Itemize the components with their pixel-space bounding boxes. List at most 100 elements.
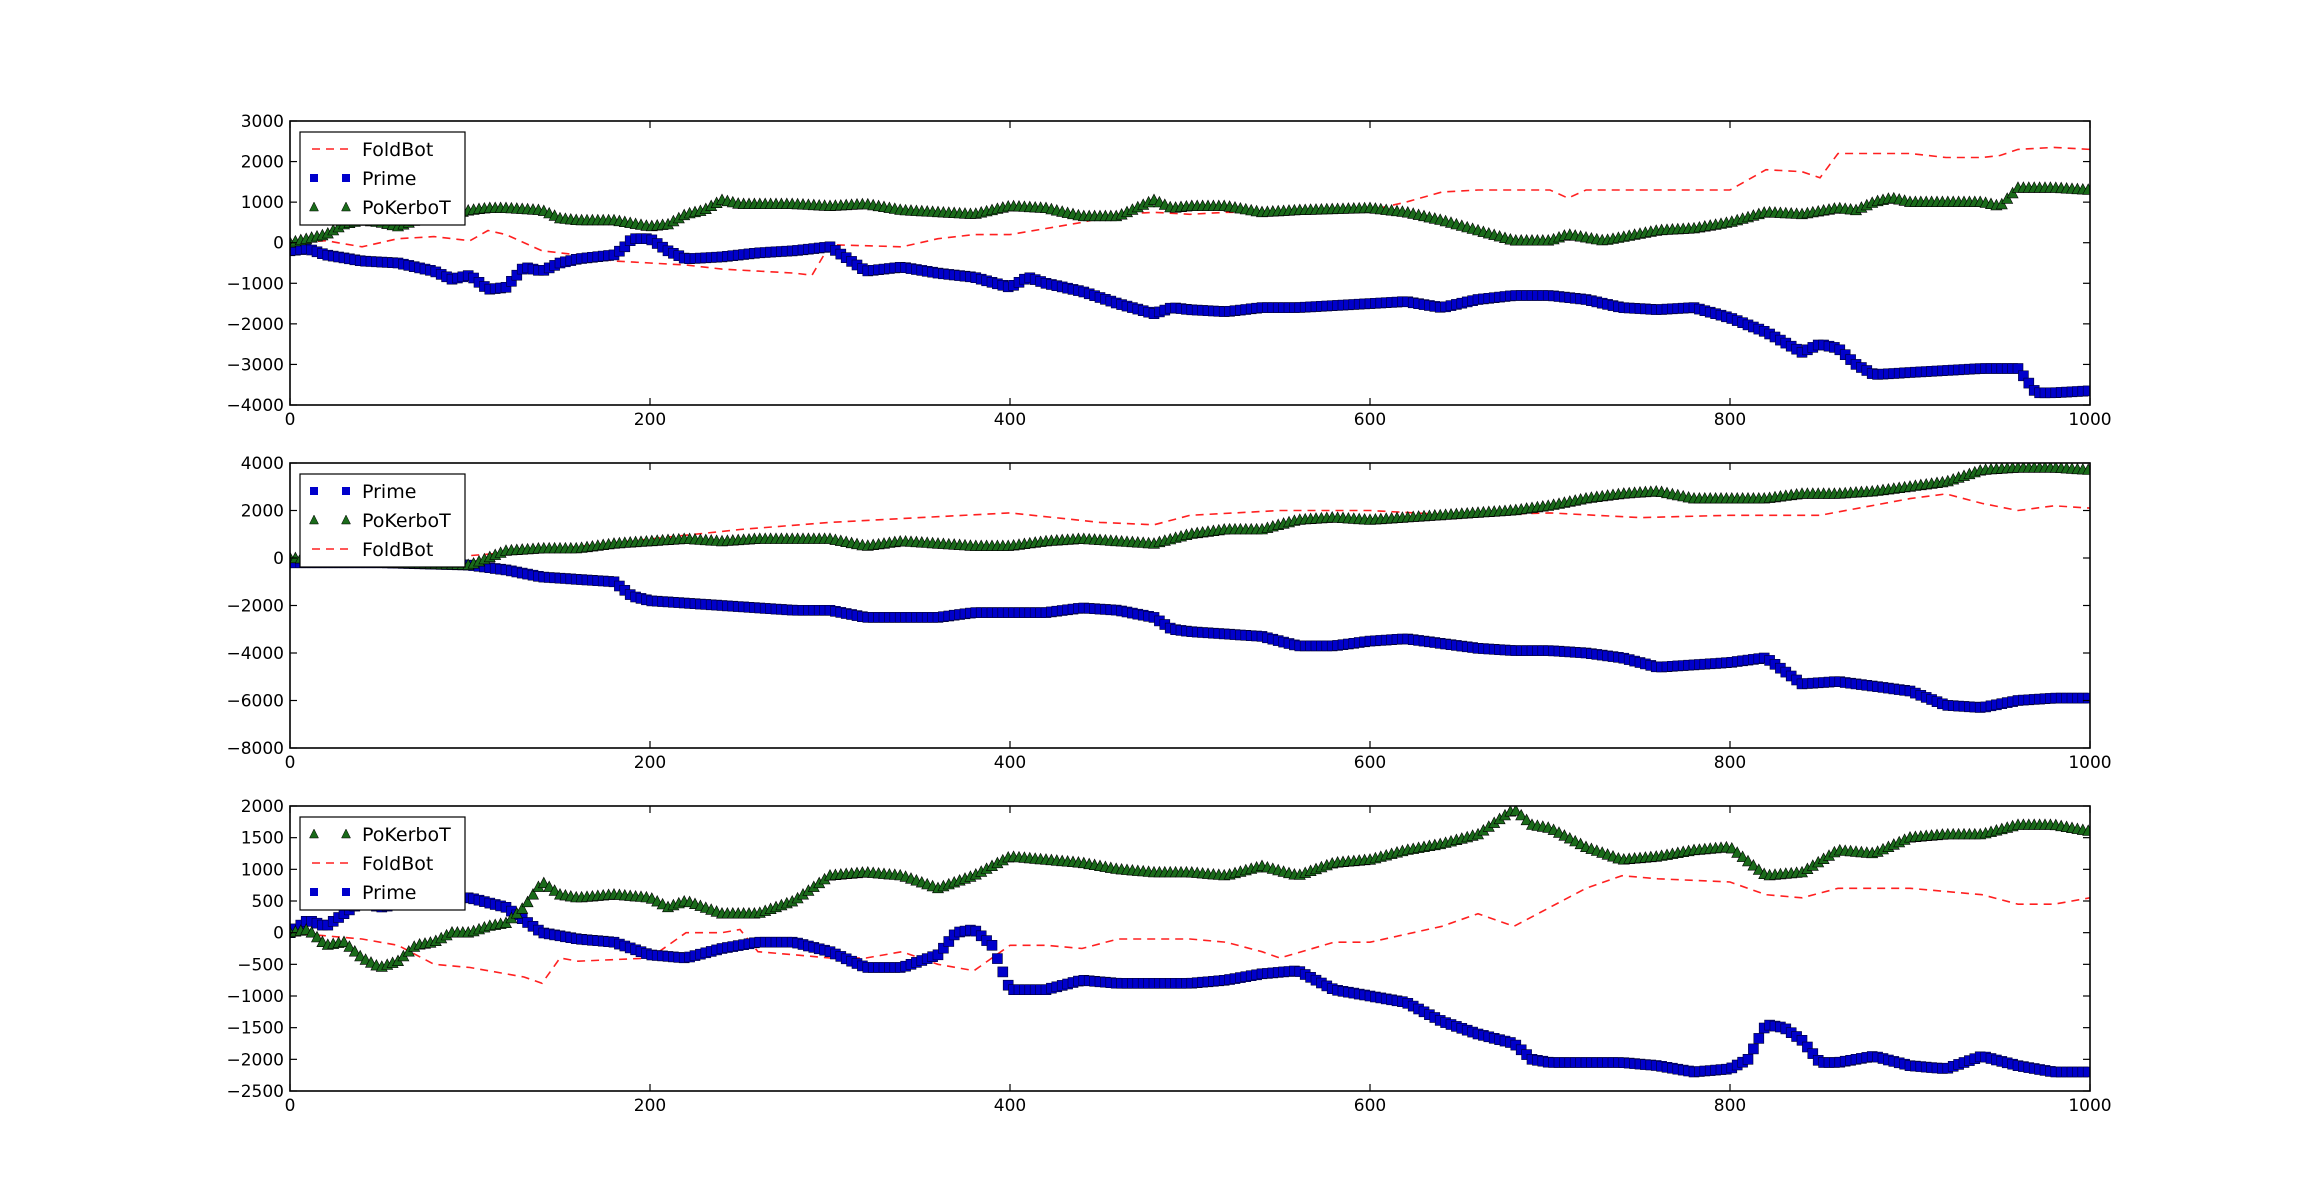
legend-swatch: [342, 487, 350, 495]
data-point: [1802, 1041, 1813, 1053]
legend-swatch: [341, 201, 351, 212]
y-tick-label: 2000: [241, 797, 284, 817]
legend-entry-prime: Prime: [310, 481, 416, 503]
data-point: [1515, 808, 1528, 821]
data-point: [1753, 1033, 1765, 1044]
data-point: [2082, 385, 2090, 397]
x-tick-label: 200: [634, 753, 666, 773]
data-point: [1520, 813, 1533, 826]
legend-swatch: [310, 487, 318, 495]
axes-frame: [289, 462, 2091, 749]
axes-frame: [289, 120, 2091, 406]
data-point: [343, 940, 356, 952]
x-tick-label: 200: [634, 410, 666, 430]
legend-box: [299, 131, 466, 226]
legend-label: FoldBot: [362, 139, 433, 161]
x-tick-label: 400: [994, 753, 1026, 773]
y-tick-label: 4000: [241, 454, 284, 474]
x-tick-label: 0: [285, 410, 296, 430]
data-point: [543, 880, 556, 892]
data-point: [932, 949, 944, 961]
y-tick-label: −2000: [226, 1050, 284, 1070]
legend-label: Prime: [362, 481, 416, 503]
data-point: [1509, 806, 1522, 816]
data-point: [500, 281, 512, 293]
y-tick-label: 500: [252, 892, 284, 912]
legend-label: Prime: [362, 882, 416, 904]
plot-area: [290, 146, 2090, 399]
x-tick-label: 0: [285, 753, 296, 773]
y-tick-label: 2000: [241, 153, 284, 173]
data-point: [2082, 1066, 2090, 1078]
data-point: [986, 939, 998, 951]
data-point: [548, 884, 561, 896]
data-point: [1748, 1043, 1759, 1055]
y-tick-label: 3000: [241, 112, 284, 132]
y-tick-label: 2000: [241, 502, 284, 522]
y-tick-label: −1000: [226, 987, 284, 1007]
y-tick-label: −500: [237, 955, 284, 975]
data-point: [1742, 854, 1754, 867]
legend-entry-prime: Prime: [310, 882, 416, 904]
data-point: [2082, 824, 2090, 836]
legend-label: PoKerboT: [362, 510, 451, 532]
data-point: [938, 942, 949, 954]
x-tick-label: 800: [1714, 410, 1746, 430]
x-tick-label: 600: [1354, 410, 1386, 430]
legend-swatch: [341, 514, 351, 525]
legend-entry-prime: Prime: [310, 168, 416, 190]
data-point: [338, 935, 350, 948]
data-point: [527, 888, 539, 900]
x-tick-label: 1000: [2068, 753, 2111, 773]
data-point: [1807, 1048, 1819, 1059]
y-tick-label: −2000: [226, 315, 284, 335]
data-point: [2012, 363, 2024, 374]
legend-swatch: [341, 828, 351, 839]
legend: FoldBot Prime PoKerboT: [299, 131, 466, 226]
data-point: [511, 269, 523, 281]
y-tick-label: 0: [273, 549, 284, 569]
y-tick-label: −8000: [226, 739, 284, 759]
data-point: [997, 966, 1009, 978]
data-point: [2023, 377, 2035, 389]
x-tick-label: 1000: [2068, 410, 2111, 430]
y-tick-label: 1000: [241, 860, 284, 880]
data-point: [2018, 370, 2029, 382]
axes-frame: [289, 805, 2091, 1092]
legend-swatch: [342, 888, 350, 896]
y-tick-label: −2000: [226, 597, 284, 617]
data-point: [537, 876, 550, 889]
data-point: [1752, 863, 1765, 875]
y-tick-label: −1000: [226, 274, 284, 294]
x-tick-label: 200: [634, 1096, 666, 1116]
legend-box: [299, 473, 466, 568]
y-tick-label: −4000: [226, 396, 284, 416]
y-tick-label: −2500: [226, 1082, 284, 1102]
y-tick-label: −4000: [226, 644, 284, 664]
data-point: [992, 953, 1003, 964]
legend-swatch: [309, 514, 319, 525]
x-tick-label: 1000: [2068, 1096, 2111, 1116]
legend-swatch: [310, 888, 318, 896]
series-prime: [290, 557, 2090, 713]
data-point: [521, 895, 534, 908]
legend-entry-foldbot: FoldBot: [312, 139, 433, 161]
data-point: [1725, 841, 1738, 854]
x-tick-label: 600: [1354, 753, 1386, 773]
data-point: [943, 936, 955, 947]
data-point: [1736, 850, 1749, 862]
y-tick-label: −1500: [226, 1019, 284, 1039]
legend-label: PoKerboT: [362, 824, 451, 846]
data-point: [305, 926, 318, 938]
data-point: [1747, 859, 1760, 871]
series-line-foldbot: [290, 146, 2090, 277]
y-tick-label: −6000: [226, 692, 284, 712]
subplot-top: 0 200 400 600 800 1000 −4000 −3000 −2000 −1000 0 10…: [226, 112, 2111, 430]
series-line-foldbot: [290, 874, 2090, 985]
x-tick-label: 0: [285, 1096, 296, 1116]
data-point: [516, 902, 529, 914]
x-tick-label: 800: [1714, 1096, 1746, 1116]
series-prime: [290, 892, 2090, 1078]
plot-area: [290, 806, 2090, 1078]
